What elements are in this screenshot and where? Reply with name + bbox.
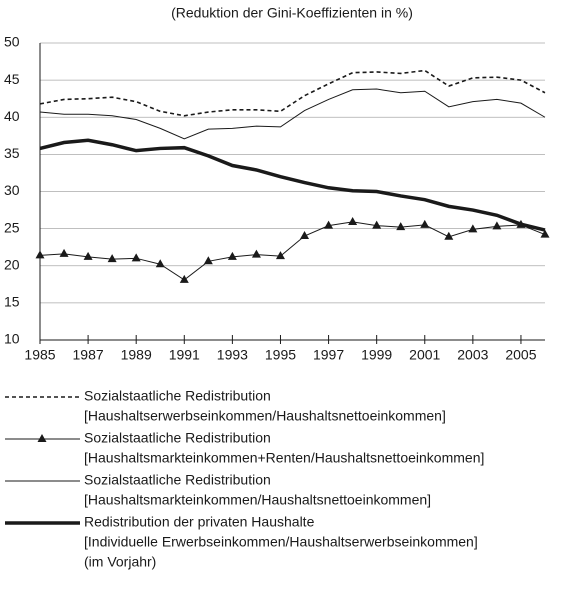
y-tick-label: 10	[4, 331, 20, 347]
x-tick-label: 1989	[121, 347, 152, 363]
point-marker	[179, 274, 189, 283]
legend-label: Sozialstaatliche Redistribution	[84, 430, 271, 446]
x-tick-label: 1985	[24, 347, 55, 363]
chart-subtitle: (Reduktion der Gini-Koeffizienten in %)	[171, 5, 413, 21]
point-marker	[59, 248, 69, 257]
point-marker	[35, 250, 45, 259]
point-marker	[203, 256, 213, 265]
y-tick-label: 20	[4, 256, 20, 272]
legend-detail: (im Vorjahr)	[84, 554, 156, 570]
point-marker	[396, 222, 406, 231]
point-marker	[83, 251, 93, 260]
y-tick-label: 45	[4, 71, 20, 87]
point-marker	[444, 231, 454, 240]
point-marker	[300, 231, 310, 240]
x-tick-label: 2003	[457, 347, 488, 363]
series-line	[39, 69, 546, 117]
x-tick-label: 2001	[409, 347, 440, 363]
point-marker	[155, 259, 165, 268]
point-marker	[492, 221, 502, 230]
y-tick-label: 25	[4, 219, 20, 235]
point-marker	[131, 253, 141, 262]
point-marker	[420, 219, 430, 228]
x-tick-label: 1999	[361, 347, 392, 363]
x-tick-label: 1987	[73, 347, 104, 363]
point-marker	[107, 254, 117, 263]
point-marker	[372, 220, 382, 229]
legend-detail: [Individuelle Erwerbseinkommen/Haushalts…	[84, 534, 478, 550]
legend-detail: [Haushaltsmarkteinkommen/Haushaltsnettoe…	[84, 492, 431, 508]
legend-label: Sozialstaatliche Redistribution	[84, 472, 271, 488]
y-tick-label: 30	[4, 182, 20, 198]
x-tick-label: 1993	[217, 347, 248, 363]
legend-label: Sozialstaatliche Redistribution	[84, 388, 271, 404]
point-marker	[540, 229, 550, 238]
legend-detail: [Haushaltsmarkteinkommen+Renten/Haushalt…	[84, 450, 484, 466]
point-marker	[468, 224, 478, 233]
point-marker	[348, 216, 358, 225]
x-tick-label: 1991	[169, 347, 200, 363]
point-marker	[275, 251, 285, 260]
x-tick-label: 2005	[505, 347, 536, 363]
x-tick-label: 1995	[265, 347, 296, 363]
legend-marker	[37, 434, 47, 442]
x-tick-label: 1997	[313, 347, 344, 363]
series-line	[39, 138, 546, 232]
series-line	[39, 88, 546, 140]
legend-detail: [Haushaltserwerbseinkommen/Haushaltsnett…	[84, 408, 446, 424]
point-marker	[324, 220, 334, 229]
point-marker	[227, 251, 237, 260]
series-line	[39, 221, 546, 281]
legend-label: Redistribution der privaten Haushalte	[84, 514, 315, 530]
point-marker	[251, 249, 261, 258]
y-tick-label: 35	[4, 145, 20, 161]
y-tick-label: 15	[4, 294, 20, 310]
y-tick-label: 50	[4, 34, 20, 50]
y-tick-label: 40	[4, 108, 20, 124]
